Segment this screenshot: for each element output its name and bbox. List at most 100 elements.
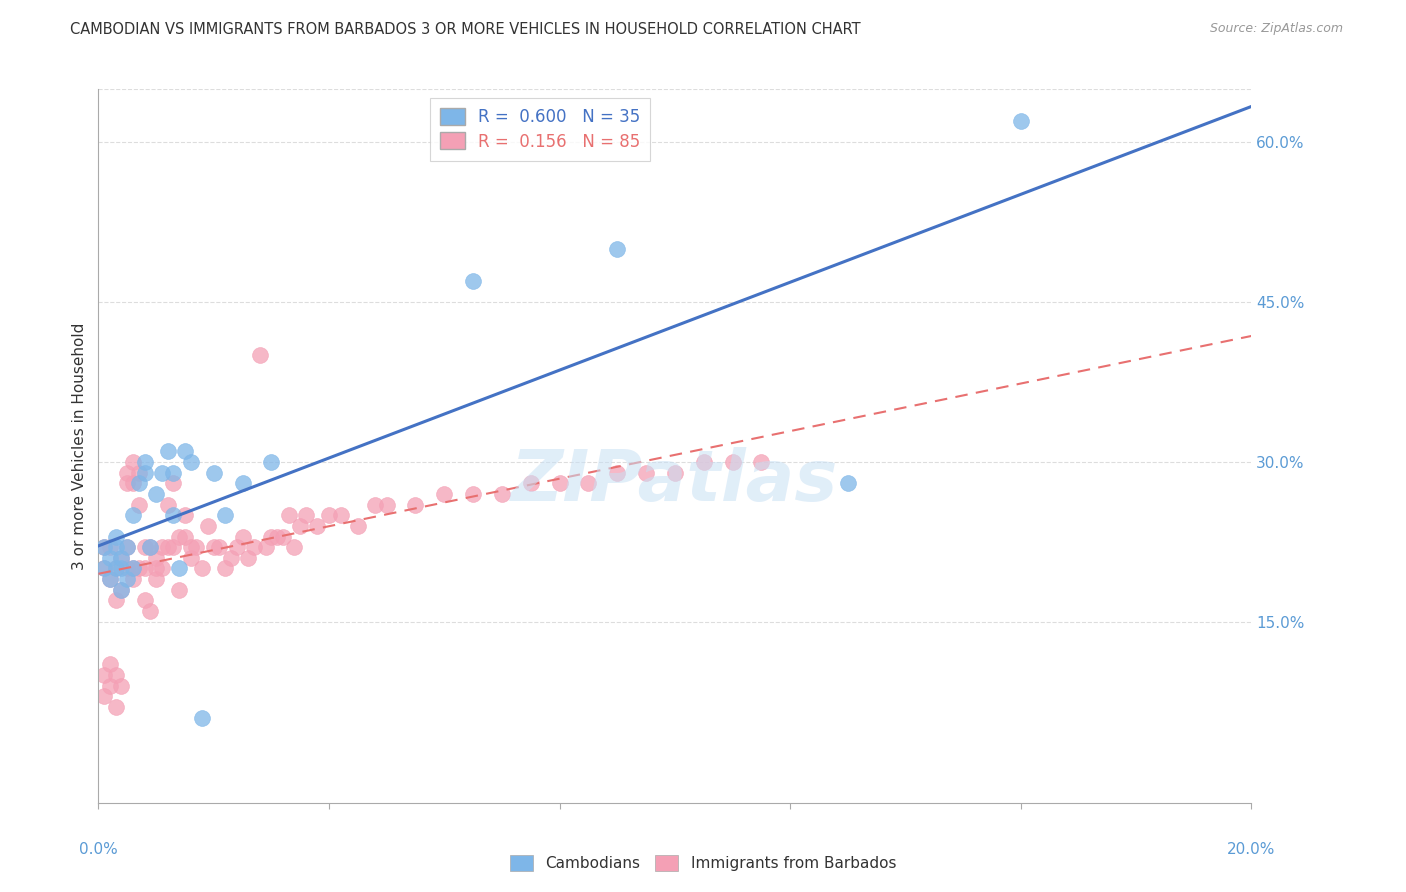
Point (104, 593, 127, 607)
Point (254, 540, 277, 554)
Point (145, 550, 167, 565)
Point (225, 540, 247, 554)
Point (174, 529, 197, 543)
Point (122, 508, 145, 523)
Point (219, 550, 242, 565)
Legend: Cambodians, Immigrants from Barbados: Cambodians, Immigrants from Barbados (505, 850, 901, 875)
Point (98, 657, 121, 672)
Point (104, 561, 127, 575)
Point (162, 540, 184, 554)
Text: ZIPatlas: ZIPatlas (512, 447, 838, 516)
Point (104, 529, 127, 543)
Point (231, 476, 254, 491)
Point (134, 593, 156, 607)
Point (167, 529, 190, 543)
Point (214, 508, 236, 523)
Point (721, 455, 744, 469)
Point (150, 540, 173, 554)
Y-axis label: 3 or more Vehicles in Household: 3 or more Vehicles in Household (72, 322, 87, 570)
Point (145, 487, 167, 501)
Point (122, 476, 145, 491)
Point (117, 561, 139, 575)
Point (636, 466, 658, 480)
Point (461, 274, 484, 288)
Point (197, 519, 219, 533)
Point (145, 561, 167, 575)
Point (578, 476, 600, 491)
Point (104, 561, 127, 575)
Point (122, 561, 145, 575)
Point (290, 519, 312, 533)
Point (139, 604, 162, 618)
Point (150, 561, 173, 575)
Point (186, 540, 208, 554)
Point (156, 498, 179, 512)
Text: CAMBODIAN VS IMMIGRANTS FROM BARBADOS 3 OR MORE VEHICLES IN HOUSEHOLD CORRELATIO: CAMBODIAN VS IMMIGRANTS FROM BARBADOS 3 … (70, 22, 860, 37)
Point (93, 540, 115, 554)
Point (93, 561, 115, 575)
Point (110, 550, 132, 565)
Point (134, 455, 156, 469)
Point (98, 679, 121, 693)
Point (145, 572, 167, 586)
Point (318, 508, 340, 523)
Point (162, 476, 184, 491)
Point (202, 466, 225, 480)
Point (122, 572, 145, 586)
Point (110, 582, 132, 597)
Point (162, 508, 184, 523)
Point (128, 561, 150, 575)
Point (139, 540, 162, 554)
Text: 20.0%: 20.0% (1227, 842, 1275, 857)
Point (375, 498, 398, 512)
Point (122, 561, 145, 575)
Point (98, 572, 121, 586)
Point (134, 466, 156, 480)
Point (117, 540, 139, 554)
Point (150, 466, 173, 480)
Text: Source: ZipAtlas.com: Source: ZipAtlas.com (1209, 22, 1343, 36)
Point (266, 529, 288, 543)
Point (214, 561, 236, 575)
Point (260, 529, 283, 543)
Point (606, 466, 628, 480)
Point (1010, 114, 1032, 128)
Point (98, 572, 121, 586)
Point (283, 540, 305, 554)
Point (520, 476, 543, 491)
Point (110, 582, 132, 597)
Point (191, 561, 214, 575)
Point (433, 487, 456, 501)
Point (93, 540, 115, 554)
Point (751, 455, 773, 469)
Point (491, 487, 513, 501)
Point (606, 242, 628, 256)
Point (837, 476, 859, 491)
Text: 0.0%: 0.0% (79, 842, 118, 857)
Point (174, 444, 197, 458)
Point (548, 476, 571, 491)
Point (202, 540, 225, 554)
Point (174, 508, 197, 523)
Point (162, 466, 184, 480)
Point (167, 582, 190, 597)
Point (117, 540, 139, 554)
Point (134, 540, 156, 554)
Point (110, 679, 132, 693)
Point (128, 498, 150, 512)
Point (93, 561, 115, 575)
Point (93, 668, 115, 682)
Point (180, 550, 202, 565)
Point (208, 540, 231, 554)
Point (110, 561, 132, 575)
Point (243, 540, 266, 554)
Point (117, 476, 139, 491)
Point (295, 508, 318, 523)
Point (128, 476, 150, 491)
Point (231, 529, 254, 543)
Point (277, 508, 299, 523)
Point (134, 561, 156, 575)
Point (104, 700, 127, 714)
Point (405, 498, 427, 512)
Point (122, 455, 145, 469)
